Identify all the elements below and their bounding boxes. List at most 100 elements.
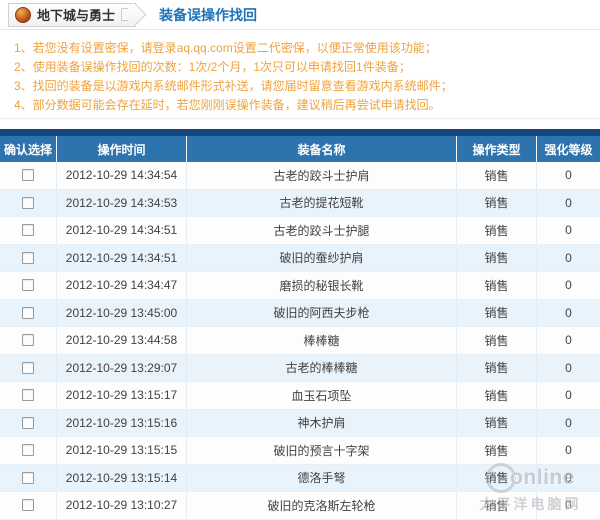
game-selector-label: 地下城与勇士 [37,8,116,23]
row-checkbox[interactable] [22,169,34,182]
operation-type-cell: 销售 [457,244,537,271]
equipment-name-cell: 德洛手弩 [187,464,457,491]
checkbox-cell [0,189,57,216]
row-checkbox[interactable] [22,389,34,402]
operation-type-cell: 销售 [457,189,537,216]
operation-time-cell: 2012-10-29 13:44:58 [57,327,187,354]
checkbox-cell [0,272,57,299]
operation-type-cell: 销售 [457,409,537,436]
page-title[interactable]: 装备误操作找回 [159,6,258,23]
operation-time-cell: 2012-10-29 13:10:27 [57,492,187,519]
table-row: 2012-10-29 13:15:15 破旧的预言十字架 销售 0 [0,437,600,465]
table-header-row: 确认选择 操作时间 装备名称 操作类型 强化等级 [0,136,600,162]
dnf-game-icon [15,6,31,23]
checkbox-cell [0,217,57,244]
operation-time-cell: 2012-10-29 13:15:15 [57,437,187,464]
table-row: 2012-10-29 14:34:51 古老的跤斗士护腿 销售 0 [0,217,600,245]
header-operation-time: 操作时间 [57,136,187,162]
equipment-name-cell: 血玉石项坠 [187,382,457,409]
operation-time-cell: 2012-10-29 14:34:47 [57,272,187,299]
enhance-level-cell: 0 [565,498,572,513]
header-equipment-name: 装备名称 [187,136,457,162]
operation-type-cell: 销售 [457,162,537,189]
operation-type-cell: 销售 [457,382,537,409]
equipment-name-cell: 古老的提花短靴 [187,189,457,216]
checkbox-cell [0,162,57,189]
header-confirm-select: 确认选择 [0,136,57,162]
table-row: 2012-10-29 14:34:53 古老的提花短靴 销售 0 [0,189,600,217]
enhance-level-cell: 0 [565,415,572,430]
operation-time-cell: 2012-10-29 14:34:51 [57,244,187,271]
table-row: 2012-10-29 13:15:16 神木护肩 销售 0 [0,409,600,437]
row-checkbox[interactable] [22,251,34,264]
checkbox-cell [0,464,57,491]
operation-time-cell: 2012-10-29 14:34:51 [57,217,187,244]
checkbox-cell [0,354,57,381]
table-row: 2012-10-29 13:10:27 破旧的克洛斯左轮枪 销售 0 [0,492,600,520]
operation-type-cell: 销售 [457,299,537,326]
checkbox-cell [0,492,57,519]
game-selector-tab[interactable]: 地下城与勇士 ▾ [8,2,137,27]
operation-time-cell: 2012-10-29 13:29:07 [57,354,187,381]
row-checkbox[interactable] [22,306,34,319]
checkbox-cell [0,382,57,409]
equipment-name-cell: 磨损的秘银长靴 [187,272,457,299]
breadcrumb: 地下城与勇士 ▾ 装备误操作找回 [0,0,600,30]
row-checkbox[interactable] [22,444,34,457]
enhance-level-cell: 0 [565,250,572,265]
table-row: 2012-10-29 13:45:00 破旧的阿西夫步枪 销售 0 [0,299,600,327]
equipment-name-cell: 古老的跤斗士护腿 [187,217,457,244]
enhance-level-cell: 0 [565,223,572,238]
equipment-name-cell: 古老的跤斗士护肩 [187,162,457,189]
header-enhance-level: 强化等级 [544,142,593,157]
notice-line: 2、使用装备误操作找回的次数：1次/2个月，1次只可以申请找回1件装备； [14,60,411,74]
operation-time-cell: 2012-10-29 13:45:00 [57,299,187,326]
notice-block: 1、若您没有设置密保，请登录aq.qq.com设置二代密保，以便正常使用该功能；… [0,30,600,119]
operation-type-cell: 销售 [457,217,537,244]
row-checkbox[interactable] [22,499,34,512]
row-checkbox[interactable] [22,361,34,374]
operation-time-cell: 2012-10-29 13:15:16 [57,409,187,436]
equipment-name-cell: 破旧的预言十字架 [187,437,457,464]
recovery-table: 确认选择 操作时间 装备名称 操作类型 强化等级 2012-10-29 14:3… [0,129,600,520]
operation-type-cell: 销售 [457,437,537,464]
enhance-level-cell: 0 [565,443,572,458]
operation-type-cell: 销售 [457,272,537,299]
notice-line: 3、找回的装备是以游戏内系统邮件形式补送，请您届时留意查看游戏内系统邮件； [14,79,453,93]
header-operation-type: 操作类型 [457,136,537,162]
row-checkbox[interactable] [22,224,34,237]
operation-time-cell: 2012-10-29 13:15:17 [57,382,187,409]
table-row: 2012-10-29 14:34:51 破旧的蚕纱护肩 销售 0 [0,244,600,272]
operation-time-cell: 2012-10-29 14:34:53 [57,189,187,216]
table-row: 2012-10-29 13:29:07 古老的棒棒糖 销售 0 [0,354,600,382]
equipment-name-cell: 破旧的蚕纱护肩 [187,244,457,271]
enhance-level-cell: 0 [565,195,572,210]
table-row: 2012-10-29 14:34:47 磨损的秘银长靴 销售 0 [0,272,600,300]
operation-type-cell: 销售 [457,464,537,491]
operation-time-cell: 2012-10-29 13:15:14 [57,464,187,491]
notice-line: 1、若您没有设置密保，请登录aq.qq.com设置二代密保，以便正常使用该功能； [14,41,437,55]
enhance-level-cell: 0 [565,388,572,403]
checkbox-cell [0,244,57,271]
row-checkbox[interactable] [22,196,34,209]
row-checkbox[interactable] [22,471,34,484]
table-row: 2012-10-29 13:15:14 德洛手弩 销售 0 [0,464,600,492]
checkbox-cell [0,299,57,326]
enhance-level-cell: 0 [565,278,572,293]
row-checkbox[interactable] [22,279,34,292]
notice-line: 4、部分数据可能会存在延时，若您刚刚误操作装备，建议稍后再尝试申请找回。 [14,98,441,112]
table-row: 2012-10-29 14:34:54 古老的跤斗士护肩 销售 0 [0,162,600,190]
enhance-level-cell: 0 [565,470,572,485]
checkbox-cell [0,437,57,464]
operation-type-cell: 销售 [457,354,537,381]
equipment-name-cell: 破旧的阿西夫步枪 [187,299,457,326]
checkbox-cell [0,409,57,436]
table-row: 2012-10-29 13:15:17 血玉石项坠 销售 0 [0,382,600,410]
operation-type-cell: 销售 [457,492,537,519]
checkbox-cell [0,327,57,354]
row-checkbox[interactable] [22,334,34,347]
equipment-name-cell: 棒棒糖 [187,327,457,354]
equipment-name-cell: 古老的棒棒糖 [187,354,457,381]
enhance-level-cell: 0 [565,360,572,375]
row-checkbox[interactable] [22,416,34,429]
